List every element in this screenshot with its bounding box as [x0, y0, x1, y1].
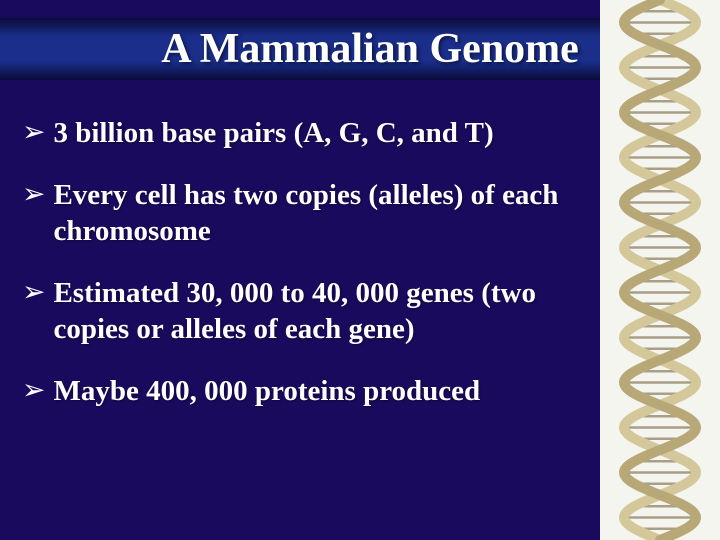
dna-helix-icon: [610, 0, 710, 540]
bullet-arrow-icon: ➢: [22, 115, 45, 151]
bullet-list: ➢ 3 billion base pairs (A, G, C, and T) …: [22, 115, 582, 435]
bullet-text: 3 billion base pairs (A, G, C, and T): [53, 115, 493, 151]
bullet-item: ➢ Maybe 400, 000 proteins produced: [22, 373, 582, 409]
bullet-item: ➢ 3 billion base pairs (A, G, C, and T): [22, 115, 582, 151]
bullet-item: ➢ Estimated 30, 000 to 40, 000 genes (tw…: [22, 275, 582, 347]
helix-svg: [610, 0, 710, 540]
bullet-text: Every cell has two copies (alleles) of e…: [53, 177, 582, 249]
bullet-arrow-icon: ➢: [22, 177, 45, 213]
bullet-item: ➢ Every cell has two copies (alleles) of…: [22, 177, 582, 249]
bullet-text: Estimated 30, 000 to 40, 000 genes (two …: [53, 275, 582, 347]
bullet-arrow-icon: ➢: [22, 373, 45, 409]
dna-panel: [600, 0, 720, 540]
bullet-text: Maybe 400, 000 proteins produced: [53, 373, 480, 409]
bullet-arrow-icon: ➢: [22, 275, 45, 311]
slide: A Mammalian Genome ➢ 3 billion base pair…: [0, 0, 720, 540]
